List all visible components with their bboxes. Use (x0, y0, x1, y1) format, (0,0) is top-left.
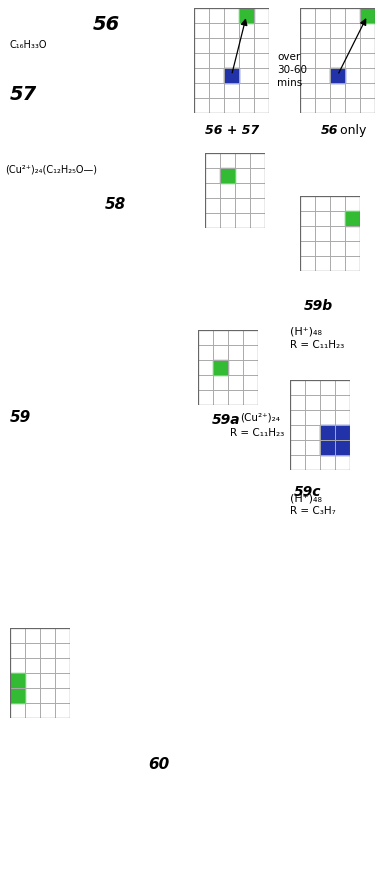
Bar (335, 425, 350, 440)
Text: 56 + 57: 56 + 57 (205, 124, 259, 137)
Text: (H⁺)₄₈: (H⁺)₄₈ (290, 327, 322, 337)
Text: (H⁺)₄₈: (H⁺)₄₈ (290, 493, 322, 503)
Text: R = C₁₁H₂₃: R = C₁₁H₂₃ (290, 340, 344, 350)
Text: R = C₁₁H₂₃: R = C₁₁H₂₃ (230, 428, 284, 438)
Bar (10, 673, 25, 688)
Text: 59a: 59a (212, 413, 241, 427)
Text: (Cu²⁺)₂₄: (Cu²⁺)₂₄ (240, 413, 280, 423)
Bar (224, 68, 239, 83)
Bar (220, 168, 235, 183)
Bar (239, 8, 254, 23)
Text: 56: 56 (93, 15, 120, 34)
Bar (213, 360, 228, 375)
Bar (330, 68, 345, 83)
Bar (335, 440, 350, 455)
Text: 59b: 59b (304, 299, 333, 313)
Text: 59: 59 (10, 410, 31, 425)
Text: 59c: 59c (294, 485, 322, 499)
Text: C₁₆H₃₃O: C₁₆H₃₃O (10, 40, 48, 50)
Bar (10, 688, 25, 703)
Text: 56: 56 (321, 124, 339, 137)
Bar (320, 425, 335, 440)
Text: 58: 58 (105, 197, 126, 212)
Text: R = C₃H₇: R = C₃H₇ (290, 506, 336, 516)
Text: 60: 60 (148, 757, 169, 772)
Text: only: only (336, 124, 366, 137)
Bar (345, 211, 360, 226)
Bar (360, 8, 375, 23)
Bar (320, 440, 335, 455)
Text: (Cu²⁺)₂₄(C₁₂H₂₅O—): (Cu²⁺)₂₄(C₁₂H₂₅O—) (5, 165, 97, 175)
Text: over
30-60
mins: over 30-60 mins (277, 52, 307, 89)
Text: 57: 57 (10, 85, 37, 104)
